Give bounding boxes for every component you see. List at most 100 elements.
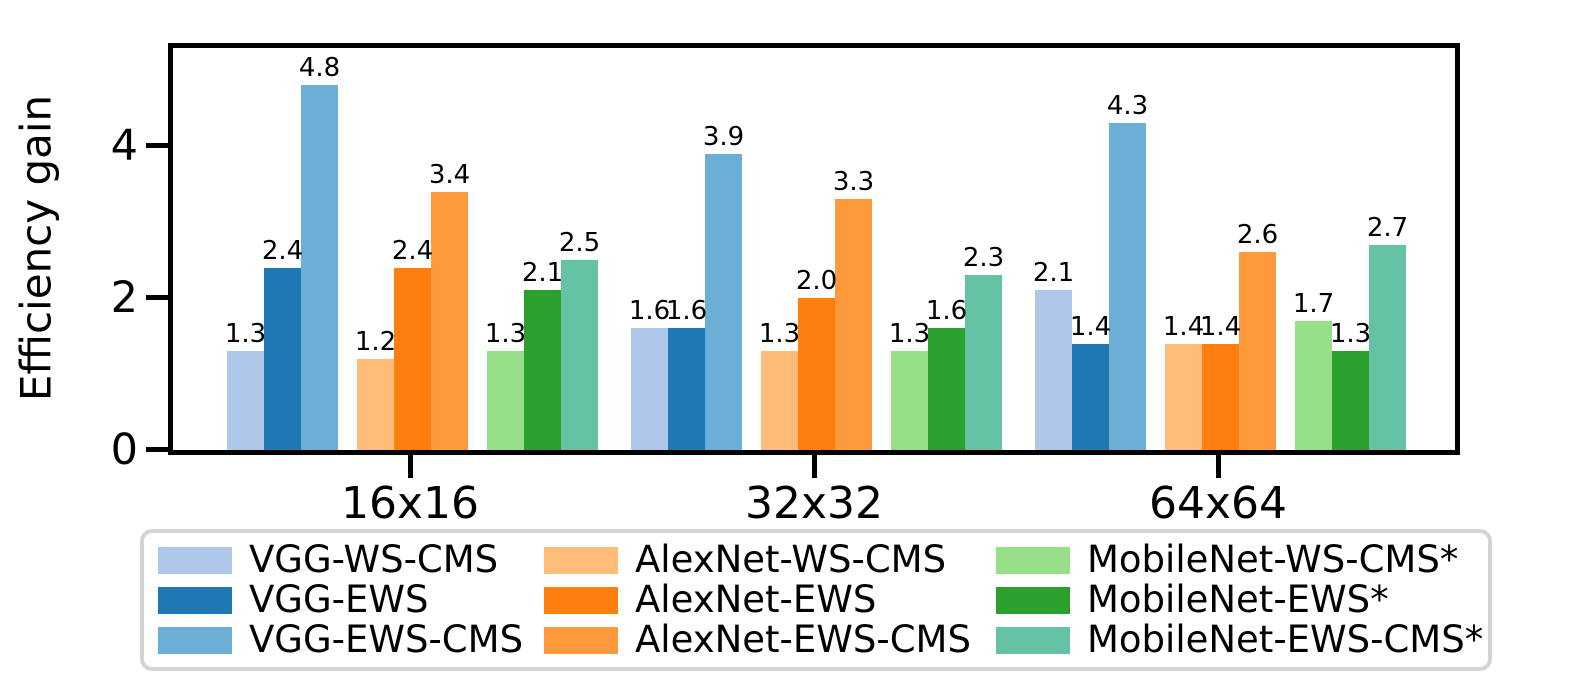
bar-value-label: 2.1 [1032,258,1075,288]
bar-VGG-WS-CMS-32x32 [631,328,668,450]
legend-label: AlexNet-EWS-CMS [635,618,971,661]
y-tick-label: 4 [110,121,138,171]
legend-item: MobileNet-WS-CMS* [996,540,1476,580]
legend-label: AlexNet-EWS [635,578,877,621]
bar-value-label: 1.3 [224,319,267,349]
bar-value-label: 1.6 [665,296,708,326]
bar-value-label: 2.3 [962,243,1005,273]
legend-item: VGG-EWS [158,580,544,620]
bar-value-label: 1.4 [1069,312,1112,342]
legend-label: VGG-WS-CMS [249,538,499,581]
bar-VGG-WS-CMS-64x64 [1035,290,1072,450]
bar-MobileNet-EWS*-32x32 [928,328,965,450]
x-tick-mark [812,455,817,478]
bar-value-label: 1.3 [1329,319,1372,349]
bar-value-label: 2.7 [1366,213,1409,243]
bar-value-label: 4.3 [1106,91,1149,121]
y-axis-title: Efficiency gain [11,94,61,402]
legend-swatch-VGG-EWS-CMS [158,626,232,654]
y-tick-mark [146,447,169,452]
bar-value-label: 2.0 [795,266,838,296]
x-tick-label-64x64: 64x64 [1148,478,1287,529]
bar-value-label: 3.4 [428,160,471,190]
plot-area: 1.3 2.4 4.8 1.2 2.4 3.4 1.3 2.1 2.5 1.6 1.6 3.9 1.3 2… [168,43,1460,455]
y-tick-label: 2 [110,273,138,323]
legend-item: AlexNet-EWS [544,580,996,620]
bar-VGG-WS-CMS-16x16 [227,351,264,450]
legend-swatch-VGG-EWS [158,586,232,614]
bar-VGG-EWS-32x32 [668,328,705,450]
bar-value-label: 1.6 [925,296,968,326]
legend-swatch-MobileNet-EWS-CMS* [996,626,1070,654]
legend: VGG-WS-CMS VGG-EWS VGG-EWS-CMS AlexNet-WS-C… [140,529,1492,671]
legend-label: VGG-EWS [249,578,429,621]
bar-value-label: 1.4 [1199,312,1242,342]
bar-VGG-EWS-16x16 [264,268,301,450]
bars-layer: 1.3 2.4 4.8 1.2 2.4 3.4 1.3 2.1 2.5 1.6 1.6 3.9 1.3 2… [173,48,1455,450]
bar-MobileNet-WS-CMS*-32x32 [891,351,928,450]
bar-MobileNet-EWS*-64x64 [1332,351,1369,450]
legend-swatch-MobileNet-WS-CMS* [996,546,1070,574]
bar-MobileNet-EWS-CMS*-64x64 [1369,245,1406,450]
legend-swatch-AlexNet-WS-CMS [544,546,618,574]
bar-MobileNet-EWS-CMS*-16x16 [561,260,598,450]
legend-item: AlexNet-EWS-CMS [544,620,996,660]
bar-value-label: 1.3 [758,319,801,349]
bar-value-label: 1.6 [628,296,671,326]
bar-VGG-EWS-CMS-32x32 [705,154,742,450]
bar-value-label: 2.6 [1236,220,1279,250]
legend-label: MobileNet-WS-CMS* [1087,538,1459,581]
legend-swatch-AlexNet-EWS [544,586,618,614]
legend-column: VGG-WS-CMS VGG-EWS VGG-EWS-CMS [158,540,544,660]
bar-AlexNet-WS-CMS-16x16 [357,359,394,450]
bar-AlexNet-EWS-64x64 [1202,344,1239,450]
bar-VGG-EWS-64x64 [1072,344,1109,450]
legend-swatch-MobileNet-EWS* [996,586,1070,614]
bar-value-label: 1.4 [1162,312,1205,342]
bar-value-label: 3.9 [702,122,745,152]
bar-value-label: 1.3 [484,319,527,349]
legend-swatch-VGG-WS-CMS [158,546,232,574]
bar-AlexNet-EWS-CMS-32x32 [835,199,872,450]
x-tick-mark [408,455,413,478]
bar-value-label: 2.4 [261,236,304,266]
bar-MobileNet-EWS*-16x16 [524,290,561,450]
bar-MobileNet-WS-CMS*-16x16 [487,351,524,450]
bar-AlexNet-WS-CMS-64x64 [1165,344,1202,450]
x-tick-label-32x32: 32x32 [744,478,883,529]
bar-VGG-EWS-CMS-16x16 [301,85,338,450]
legend-swatch-AlexNet-EWS-CMS [544,626,618,654]
legend-column: MobileNet-WS-CMS* MobileNet-EWS* MobileNet… [996,540,1483,660]
bar-value-label: 2.1 [521,258,564,288]
legend-label: VGG-EWS-CMS [249,618,524,661]
legend-item: AlexNet-WS-CMS [544,540,996,580]
bar-MobileNet-EWS-CMS*-32x32 [965,275,1002,450]
bar-value-label: 4.8 [298,53,341,83]
bar-value-label: 2.4 [391,236,434,266]
x-tick-label-16x16: 16x16 [340,478,479,529]
bar-AlexNet-EWS-32x32 [798,298,835,450]
legend-label: AlexNet-WS-CMS [635,538,947,581]
legend-column: AlexNet-WS-CMS AlexNet-EWS AlexNet-EWS-CMS [544,540,996,660]
y-tick-mark [146,295,169,300]
bar-MobileNet-WS-CMS*-64x64 [1295,321,1332,450]
y-tick-label: 0 [110,425,138,475]
legend-item: VGG-EWS-CMS [158,620,544,660]
bar-AlexNet-WS-CMS-32x32 [761,351,798,450]
bar-VGG-EWS-CMS-64x64 [1109,123,1146,450]
legend-item: MobileNet-EWS* [996,580,1476,620]
legend-item: MobileNet-EWS-CMS* [996,620,1483,660]
bar-value-label: 3.3 [832,167,875,197]
y-tick-mark [146,143,169,148]
bar-AlexNet-EWS-CMS-16x16 [431,192,468,450]
bar-value-label: 1.3 [888,319,931,349]
legend-label: MobileNet-EWS-CMS* [1087,618,1484,661]
x-tick-mark [1216,455,1221,478]
bar-value-label: 1.7 [1292,289,1335,319]
bar-value-label: 2.5 [558,228,601,258]
legend-label: MobileNet-EWS* [1087,578,1389,621]
bar-AlexNet-EWS-CMS-64x64 [1239,252,1276,450]
legend-item: VGG-WS-CMS [158,540,544,580]
bar-value-label: 1.2 [354,327,397,357]
